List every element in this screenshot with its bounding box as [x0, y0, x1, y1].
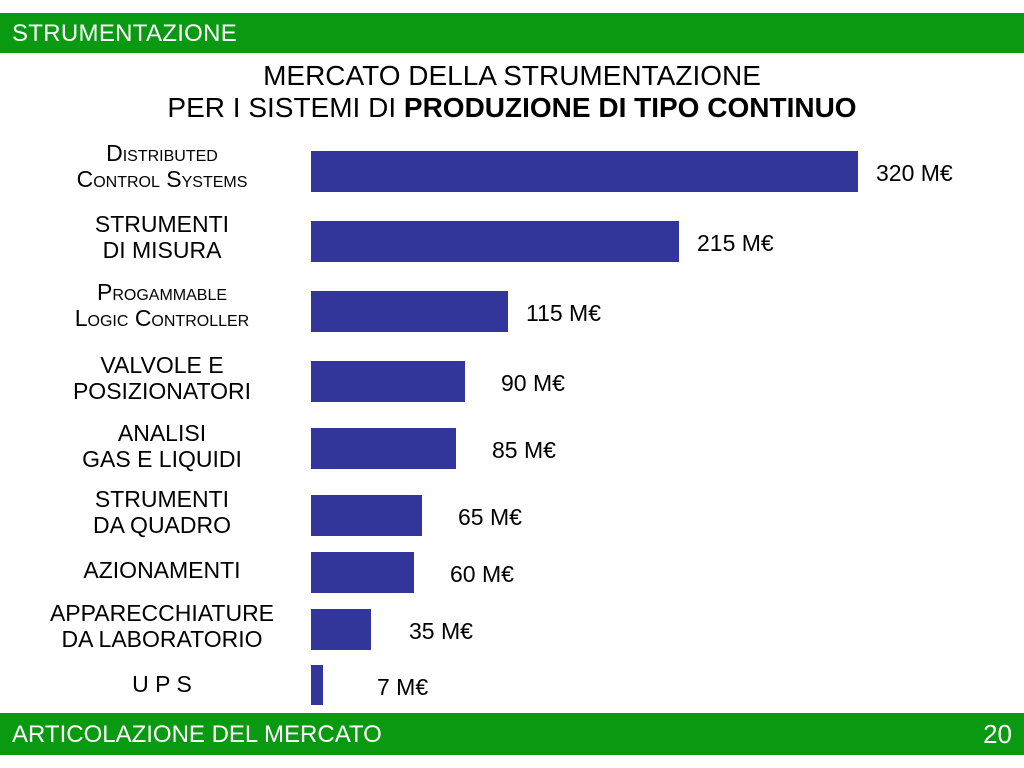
bar-4: [311, 428, 456, 469]
section-label: STRUMENTAZIONE: [12, 20, 238, 47]
chart-title: MERCATO DELLA STRUMENTAZIONE PER I SISTE…: [0, 60, 1024, 124]
category-label-2: Progammable Logic Controller: [14, 279, 310, 331]
bar-8: [311, 665, 323, 705]
header-bar: STRUMENTAZIONE: [0, 13, 1024, 53]
bar-1: [311, 221, 679, 262]
bar-value-label-2: 115 M€: [526, 300, 602, 326]
page-number: 20: [983, 719, 1012, 749]
bar-2: [311, 291, 508, 332]
category-label-0-line-0: Distributed: [106, 140, 218, 166]
category-label-3-line-0: VALVOLE E: [100, 352, 224, 378]
footer-bar: ARTICOLAZIONE DEL MERCATO 20: [0, 713, 1024, 755]
category-label-7-line-1: DA LABORATORIO: [61, 626, 263, 652]
bar-3: [311, 361, 465, 402]
category-label-3-line-1: POSIZIONATORI: [72, 378, 252, 404]
bar-value-label-8: 7 M€: [377, 674, 429, 700]
footer-label: ARTICOLAZIONE DEL MERCATO: [12, 721, 382, 748]
bar-value-label-1: 215 M€: [697, 230, 774, 256]
bar-6: [311, 552, 414, 593]
category-label-1-line-0: STRUMENTI: [94, 211, 230, 237]
bar-7: [311, 609, 371, 650]
bar-value-label-4: 85 M€: [492, 437, 556, 463]
category-label-2-line-0: Progammable: [96, 279, 228, 305]
chart-title-prefix: PER I SISTEMI DI: [167, 92, 404, 123]
category-label-4-line-0: ANALISI: [117, 420, 207, 446]
category-label-4: ANALISI GAS E LIQUIDI: [14, 420, 310, 472]
bar-value-label-5: 65 M€: [458, 504, 522, 530]
bar-value-label-3: 90 M€: [501, 370, 565, 396]
category-label-2-line-1: Logic Controller: [74, 305, 250, 331]
category-label-8: U P S: [14, 671, 310, 697]
category-label-3: VALVOLE E POSIZIONATORI: [14, 352, 310, 404]
category-label-6-line-0: AZIONAMENTI: [83, 557, 241, 583]
category-label-5-line-0: STRUMENTI: [94, 486, 230, 512]
bar-value-label-0: 320 M€: [876, 160, 953, 186]
category-label-0-line-1: Control Systems: [76, 166, 248, 192]
chart-title-line1: MERCATO DELLA STRUMENTAZIONE: [263, 60, 761, 91]
category-label-0: Distributed Control Systems: [14, 140, 310, 192]
bar-value-label-6: 60 M€: [450, 561, 514, 587]
category-label-7-line-0: APPARECCHIATURE: [49, 600, 275, 626]
category-label-6: AZIONAMENTI: [14, 557, 310, 583]
bar-value-label-7: 35 M€: [409, 618, 473, 644]
category-label-8-line-0: U P S: [132, 671, 192, 697]
category-label-5: STRUMENTI DA QUADRO: [14, 486, 310, 538]
chart-title-line2: PER I SISTEMI DI PRODUZIONE DI TIPO CONT…: [0, 92, 1024, 124]
category-label-4-line-1: GAS E LIQUIDI: [82, 446, 242, 472]
bar-0: [311, 151, 858, 192]
category-label-1-line-1: DI MISURA: [102, 237, 222, 263]
category-label-5-line-1: DA QUADRO: [92, 512, 232, 538]
bar-5: [311, 495, 422, 536]
category-label-1: STRUMENTI DI MISURA: [14, 211, 310, 263]
category-label-7: APPARECCHIATURE DA LABORATORIO: [14, 600, 310, 652]
chart-title-bold: PRODUZIONE DI TIPO CONTINUO: [403, 92, 857, 123]
